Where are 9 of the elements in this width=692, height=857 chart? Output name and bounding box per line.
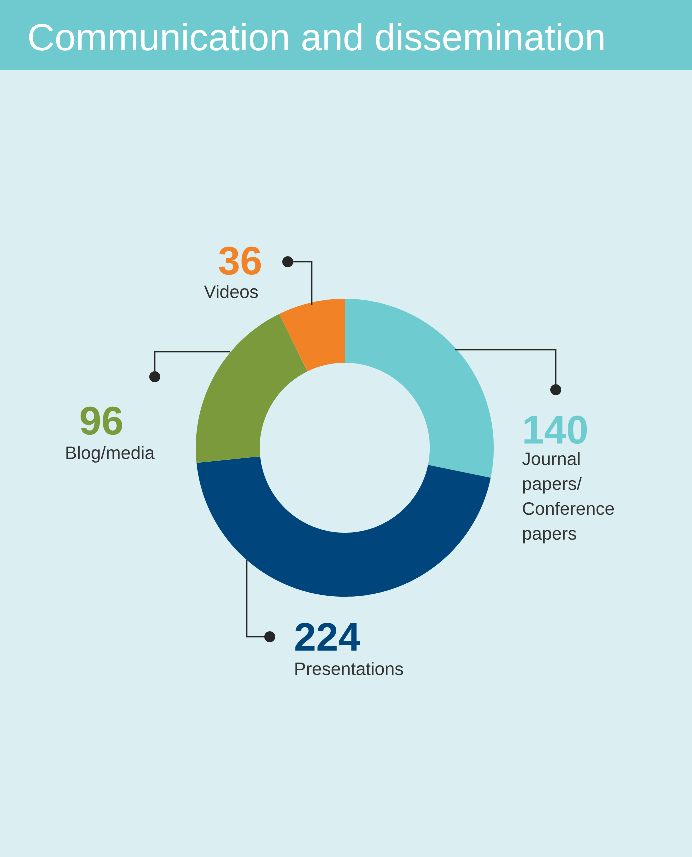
data-label: 140	[524, 416, 588, 444]
slice-label: Journal papers/ Conference papers	[522, 452, 614, 544]
slice-label: Presentations	[296, 662, 404, 676]
slice-label: Videos	[204, 285, 258, 298]
slice-label: Blog/media	[66, 446, 155, 463]
data-label: 96	[80, 406, 122, 436]
chart-title: Communication and dissemination	[29, 23, 604, 51]
data-label: 224	[296, 623, 360, 651]
data-label: 36	[219, 246, 262, 276]
